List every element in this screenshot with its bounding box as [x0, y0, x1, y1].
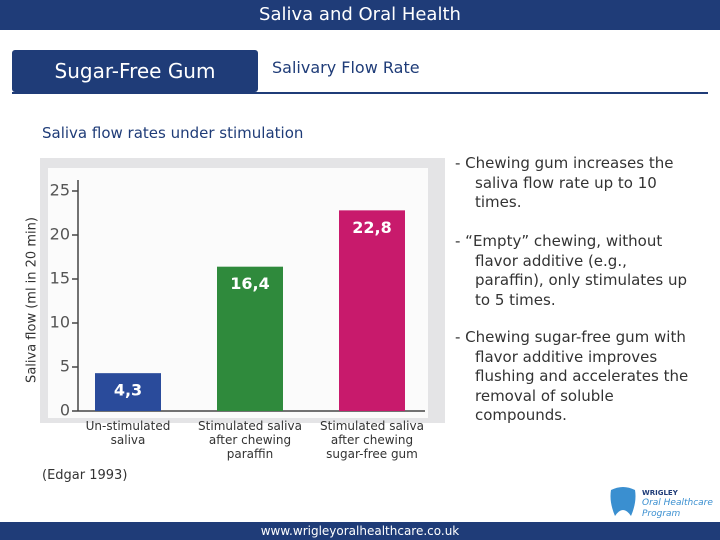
- bullet: - “Empty” chewing, without flavor additi…: [455, 232, 688, 309]
- footer-url: www.wrigleyoralhealthcare.co.uk: [260, 524, 460, 538]
- value-label: 22,8: [352, 218, 391, 237]
- x-tick-label: Stimulated saliva after chewing paraffin: [198, 419, 302, 461]
- subtitle: Saliva flow rates under stimulation: [42, 124, 304, 142]
- tab: Sugar-Free Gum: [12, 50, 258, 92]
- y-tick-label: 5: [60, 357, 70, 376]
- logo-line: Oral Healthcare: [642, 498, 713, 508]
- y-tick-label: 10: [50, 313, 70, 332]
- bar: [339, 210, 405, 411]
- y-tick-label: 25: [50, 181, 70, 200]
- bar: [95, 373, 161, 411]
- value-label: 16,4: [230, 274, 269, 293]
- y-tick-label: 0: [60, 401, 70, 420]
- logo-line: Program: [642, 509, 681, 519]
- y-tick-label: 20: [50, 225, 70, 244]
- bullet: - Chewing gum increases the saliva flow …: [455, 154, 674, 211]
- chart: Saliva flow (ml in 20 min) 0 5 10 15 20 25 4,3…: [25, 158, 445, 423]
- footer-bar: [0, 522, 720, 540]
- bullet: - Chewing sugar-free gum with flavor add…: [455, 328, 689, 424]
- tab-rule: [12, 92, 708, 94]
- tab-label: Salivary Flow Rate: [272, 58, 420, 77]
- x-tick-label: Stimulated saliva after chewing sugar-fr…: [320, 419, 424, 461]
- header-bar: [0, 0, 720, 30]
- y-tick-label: 15: [50, 269, 70, 288]
- logo-icon: [610, 487, 636, 516]
- header-title: Saliva and Oral Health: [259, 4, 461, 25]
- y-axis-label: Saliva flow (ml in 20 min): [25, 217, 40, 383]
- x-tick-label: Un-stimulated saliva: [85, 419, 171, 447]
- logo-brand: WRIGLEY: [642, 489, 678, 497]
- value-label: 4,3: [114, 381, 142, 400]
- source: (Edgar 1993): [42, 468, 128, 483]
- bar: [217, 266, 283, 411]
